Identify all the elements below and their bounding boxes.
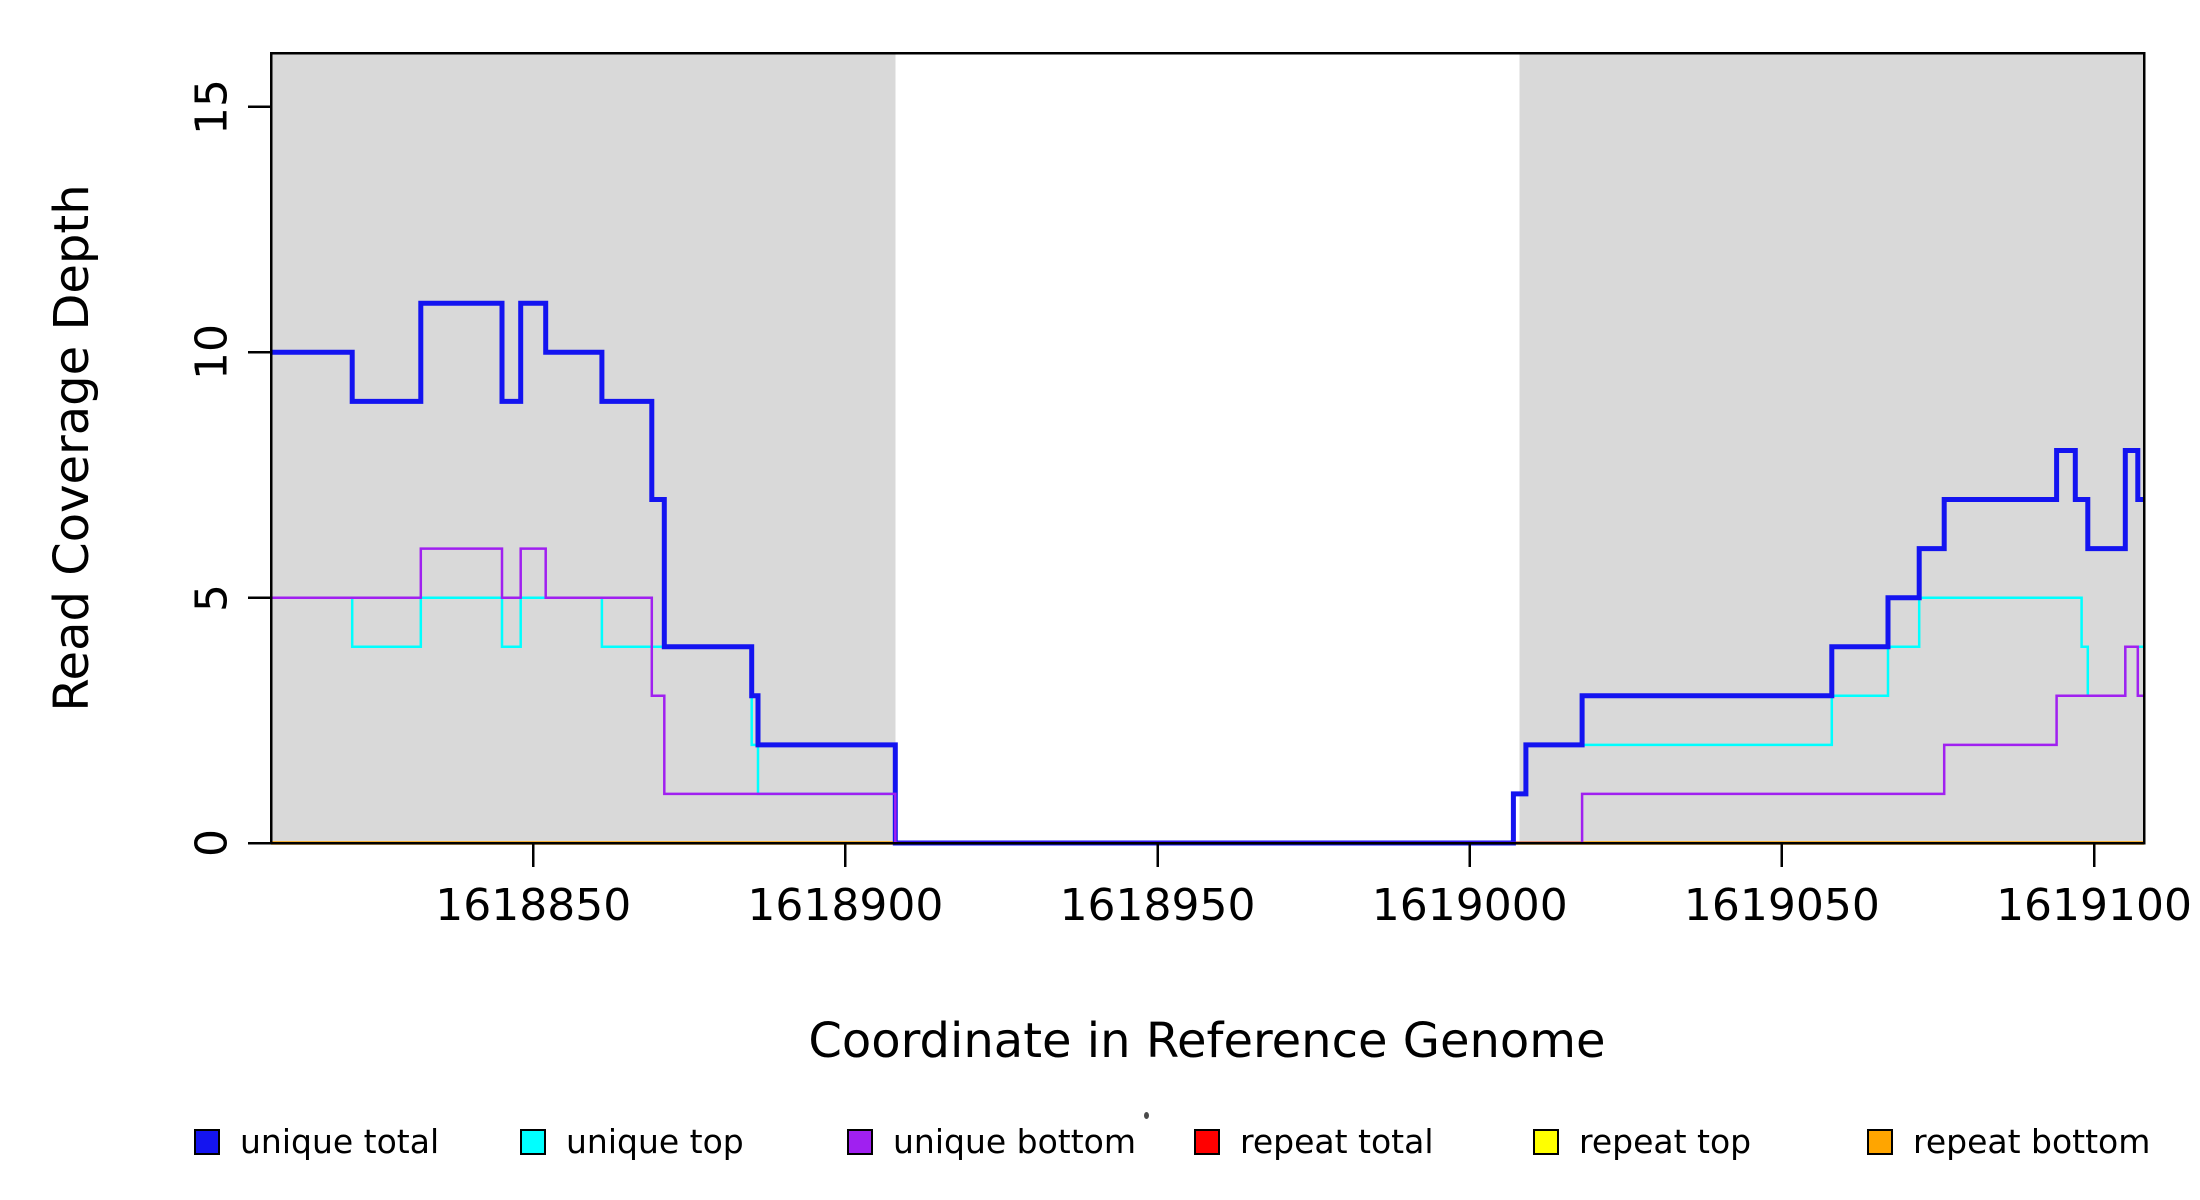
y-axis-title: Read Coverage Depth bbox=[44, 184, 100, 712]
y-tick-label: 15 bbox=[186, 78, 238, 135]
x-tick-label: 1618950 bbox=[1059, 880, 1256, 931]
x-tick-label: 1618850 bbox=[435, 880, 632, 931]
series-line-unique-bottom bbox=[271, 547, 2144, 845]
x-tick-label: 1618900 bbox=[747, 880, 944, 931]
series-line-unique-total bbox=[271, 300, 2144, 846]
x-tick-label: 1619000 bbox=[1371, 880, 1568, 931]
shaded-region bbox=[271, 53, 896, 843]
x-axis-title: Coordinate in Reference Genome bbox=[808, 1013, 1606, 1069]
stray-dot bbox=[1144, 1112, 1149, 1119]
y-tick-label: 10 bbox=[186, 324, 238, 381]
x-tick-label: 1619100 bbox=[1996, 880, 2193, 931]
x-tick-label: 1619050 bbox=[1683, 880, 1880, 931]
plot-border bbox=[269, 51, 2146, 845]
y-tick-label: 5 bbox=[186, 583, 238, 612]
y-tick-label: 0 bbox=[186, 829, 238, 857]
